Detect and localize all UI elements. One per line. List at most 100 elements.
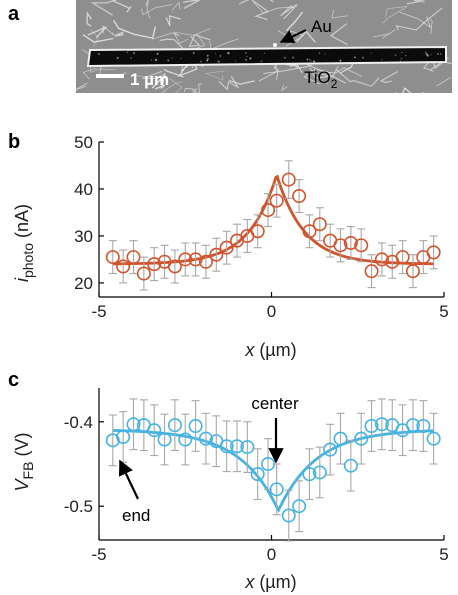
flatband-x-axis-var: x [244,572,255,592]
photocurrent-plot: 20 30 40 50 -5 0 5 iphoto (nA) x (µm) [12,133,449,360]
nanorod-speckle [313,60,316,63]
b-marker [136,266,151,281]
photocurrent-fit-curve [112,174,434,266]
c-marker [292,499,307,514]
b-data-point [343,225,358,260]
b-marker [209,247,224,262]
nanorod-speckle [426,54,429,57]
nanorod-speckle [246,56,248,58]
scale-bar-label: 1 µm [130,70,169,89]
b-data-point [281,160,296,199]
b-marker [105,250,120,265]
c-data-point [416,400,431,452]
c-x-tick-label: -5 [91,545,106,564]
b-data-point [105,240,120,275]
tio2-label-subscript: 2 [331,77,338,91]
c-marker [374,417,389,432]
grain-boundary [382,6,408,24]
nanorod-speckle [167,59,170,62]
c-data-point [405,399,420,452]
c-marker [312,465,327,480]
photocurrent-data-points [105,160,441,291]
flatband-y-axis-label: VFB (V) [12,433,36,492]
flatband-axes: -0.4 -0.5 -5 0 5 [64,388,449,564]
b-data-point [312,207,327,242]
grain-boundary [183,87,200,93]
nanorod-speckle [150,59,153,61]
c-marker [269,482,284,497]
b-marker [126,250,141,265]
grain-boundary [183,0,201,9]
grain-boundary [161,81,182,93]
c-data-point [157,413,172,466]
c-data-point [230,420,245,473]
grain-boundary [379,71,398,84]
au-particle [273,43,277,47]
nanorod-speckle [97,52,100,56]
b-marker [269,193,284,208]
au-arrow [279,29,307,43]
c-marker [323,442,338,457]
c-marker [416,418,431,433]
c-marker [178,432,193,447]
b-data-point [405,254,420,289]
c-marker [105,433,120,448]
c-marker [240,440,255,455]
grain-boundary [86,11,93,27]
tio2-label-main: TiO [304,68,331,87]
b-data-point [364,254,379,289]
c-marker [219,439,234,454]
panel-label-a: a [8,3,20,25]
b-data-point [354,228,369,263]
photocurrent-y-axis-label: iphoto (nA) [12,204,36,282]
grain-boundary [303,68,321,85]
nanorod-speckle [370,52,372,54]
b-x-tick-label: 0 [267,302,276,321]
flatband-y-axis-unit: (V) [12,433,32,462]
au-label: Au [311,17,332,36]
panel-label-c: c [8,369,19,391]
grain-boundary [173,28,211,44]
grain-boundary [429,17,433,35]
b-data-point [157,244,172,279]
b-marker [302,224,317,239]
c-data-point [374,398,389,451]
b-data-point [178,242,193,277]
b-marker [426,245,441,260]
b-marker [405,264,420,279]
grain-boundary [130,73,166,78]
nanorod-speckle [400,57,403,60]
c-marker [157,432,172,447]
c-data-point [126,398,141,451]
nanorod-speckle [206,54,209,57]
nanorod-speckle [200,60,203,63]
nanorod-speckle [154,58,158,61]
grain-boundary [331,9,349,19]
c-data-point [198,412,213,465]
c-data-point [261,438,276,490]
c-data-point [385,399,400,452]
nanorod-speckle [171,57,173,59]
b-data-point [209,237,224,272]
nanorod-speckle [283,56,286,59]
c-marker [364,418,379,433]
grain-boundary [229,80,255,85]
b-y-tick-label: 20 [74,274,93,293]
nanorod-speckle [339,61,341,62]
nanorod-speckle [259,61,261,63]
c-marker [250,467,265,482]
b-marker [343,235,358,250]
grain-boundary [87,26,107,39]
c-marker [343,458,358,473]
nanorod-speckle [244,58,248,61]
b-data-point [147,247,162,282]
b-marker [250,224,265,239]
grain-boundary [281,84,288,92]
c-x-tick-label: 0 [267,545,276,564]
grain-boundary [274,65,279,81]
nanorod-speckle [436,52,440,56]
b-data-point [395,240,410,275]
end-annotation: end [122,506,150,525]
nanorod-speckle [401,51,403,54]
c-marker [198,431,213,446]
